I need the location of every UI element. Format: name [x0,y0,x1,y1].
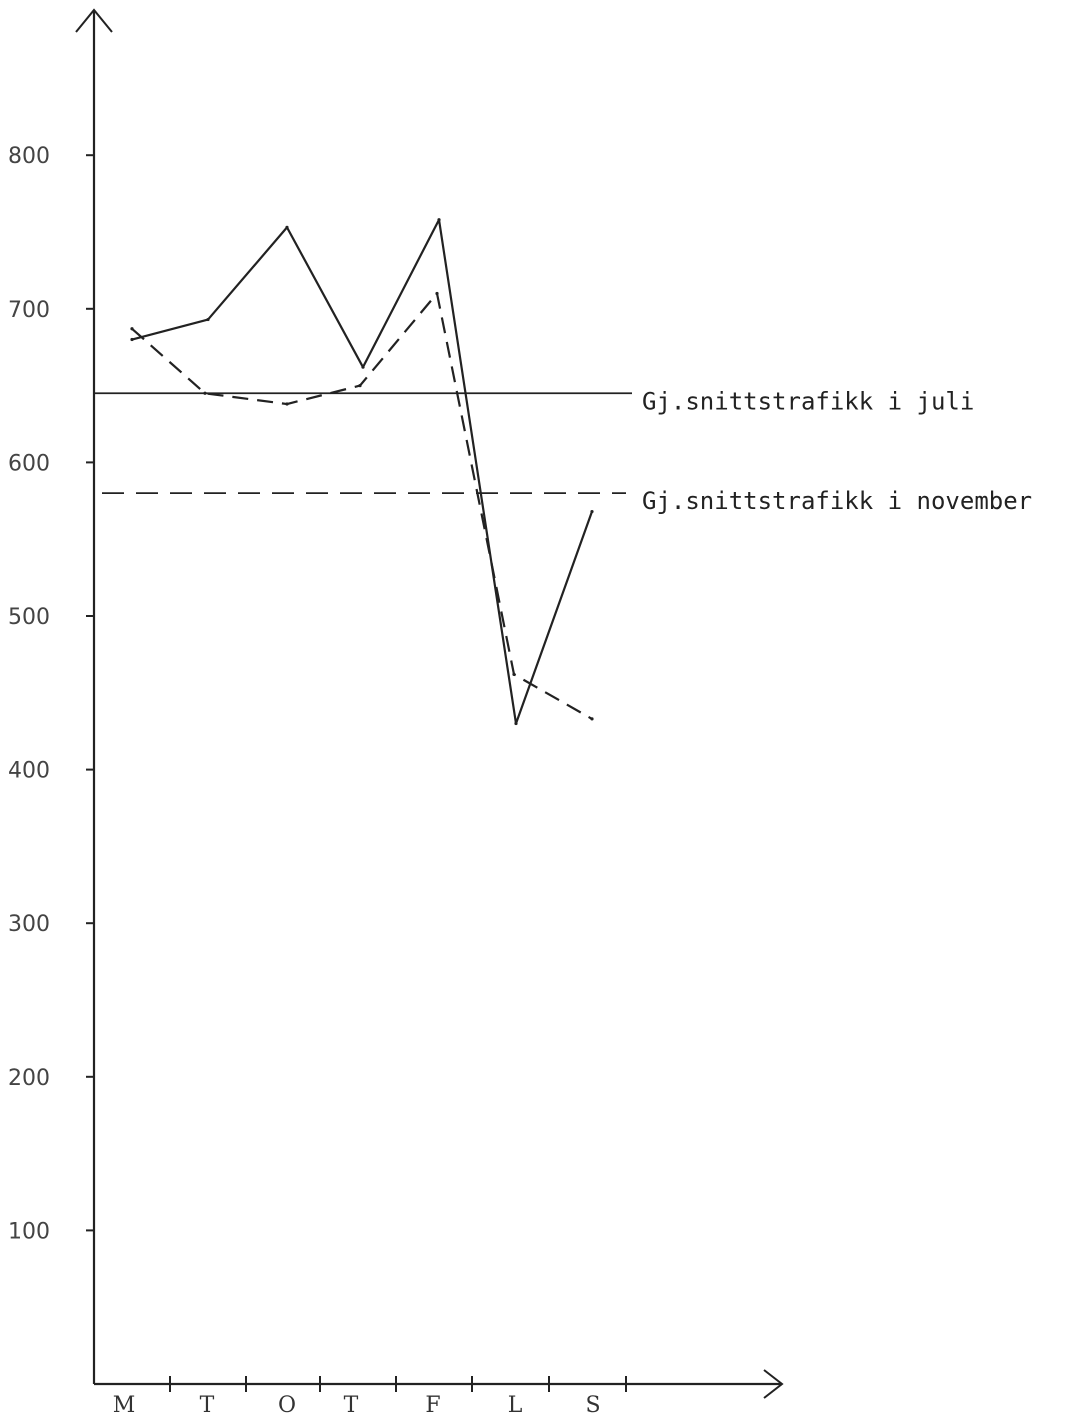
data-point [435,291,439,296]
x-tick-label: O [278,1393,296,1418]
data-point [285,225,289,229]
y-tick-label: 300 [8,912,50,937]
x-tick-label: F [425,1393,440,1418]
y-tick-label: 500 [8,605,50,630]
data-point [130,337,134,342]
y-tick-label: 600 [8,451,50,476]
y-tick-label: 100 [8,1219,50,1244]
x-tick-label: T [200,1393,215,1418]
data-point [590,509,594,514]
data-point [203,391,207,395]
data-point [512,672,516,676]
y-tick-label: 700 [8,298,50,323]
data-point [130,327,134,331]
data-point [358,384,362,388]
x-tick-label: L [508,1393,523,1418]
reference-line-label: Gj.snittstrafikk i november [642,487,1032,515]
x-tick-label: M [113,1393,136,1418]
x-tick-label: S [585,1393,600,1418]
data-point [285,402,289,406]
y-tick-label: 200 [8,1066,50,1091]
series-line [131,218,594,725]
data-point [437,218,441,222]
x-tick-label: T [344,1393,359,1418]
y-tick-label: 400 [8,759,50,784]
data-point [514,721,518,726]
axes [75,8,784,1399]
data-point [361,365,365,369]
y-axis-arrow [75,8,113,33]
data-point [590,717,594,721]
x-axis-arrow [763,1369,784,1399]
reference-lines: Gj.snittstrafikk i juli Gj.snittstrafikk … [94,387,1032,515]
y-tick-label: 800 [8,144,50,169]
y-axis-ticks: 100 200 300 400 500 600 700 800 [8,144,94,1244]
data-point [206,317,210,322]
series-line [131,292,593,720]
data-series [130,218,594,726]
reference-line-label: Gj.snittstrafikk i juli [642,387,974,415]
